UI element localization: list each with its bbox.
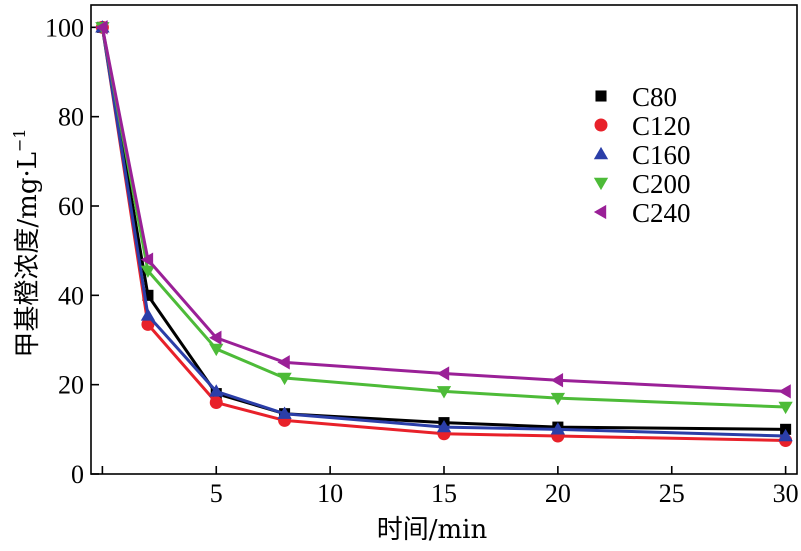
data-point: [778, 384, 791, 399]
axis-titles: 时间/min 甲基橙浓度/mg·L−1: [10, 128, 487, 545]
legend-marker-c200: [593, 177, 609, 191]
y-tick-label: 60: [58, 192, 84, 221]
legend-label-c120: C120: [632, 111, 691, 141]
y-axis-title-sup: −1: [10, 128, 29, 152]
legend-marker-c240: [593, 204, 607, 220]
series-c160: [95, 20, 793, 442]
legend-label-c160: C160: [632, 140, 691, 170]
data-point: [277, 372, 292, 386]
y-tick-label: 80: [58, 103, 84, 132]
data-point: [209, 343, 224, 357]
data-point: [436, 386, 452, 399]
y-tick-label: 100: [45, 13, 84, 42]
x-axis-title: 时间/min: [377, 515, 488, 545]
data-point: [140, 252, 154, 267]
legend-marker-c160: [593, 146, 609, 160]
series-layer: [95, 20, 793, 447]
y-axis-title: 甲基橙浓度/mg·L−1: [10, 128, 43, 357]
series-c120: [95, 20, 793, 447]
legend-label-c240: C240: [632, 198, 691, 228]
data-point: [209, 384, 224, 397]
data-point: [140, 265, 156, 278]
data-point: [142, 289, 154, 301]
legend-label-c80: C80: [632, 82, 677, 112]
x-tick-label: 10: [317, 479, 343, 508]
data-point: [436, 419, 452, 433]
legend-marker-c120: [594, 118, 608, 132]
data-point: [277, 406, 292, 419]
data-point: [550, 373, 564, 388]
x-tick-label: 30: [773, 479, 799, 508]
y-tick-label: 40: [58, 281, 84, 310]
data-point: [778, 401, 793, 415]
y-axis-title-main: 甲基橙浓度/mg·L: [13, 152, 43, 358]
legend-label-c200: C200: [632, 169, 691, 199]
x-tick-label: 20: [545, 479, 571, 508]
data-point: [209, 330, 222, 345]
x-tick-label: 25: [659, 479, 685, 508]
series-line: [100, 27, 786, 431]
data-point: [209, 396, 223, 410]
series-c240: [95, 20, 791, 399]
data-point: [550, 392, 566, 406]
data-point: [277, 355, 290, 370]
x-tick-label: 15: [431, 479, 457, 508]
data-point: [778, 428, 793, 442]
axis-ticks: 0 20 40 60 80 100 5 10 15 20 25 30: [45, 13, 799, 508]
data-point: [95, 20, 108, 35]
y-tick-label: 20: [58, 371, 84, 400]
y-tick-label: 0: [71, 460, 84, 489]
legend-marker-c80: [595, 90, 607, 102]
data-point: [550, 422, 566, 435]
data-point: [140, 308, 156, 321]
data-point: [436, 366, 450, 381]
x-tick-label: 5: [210, 479, 223, 508]
